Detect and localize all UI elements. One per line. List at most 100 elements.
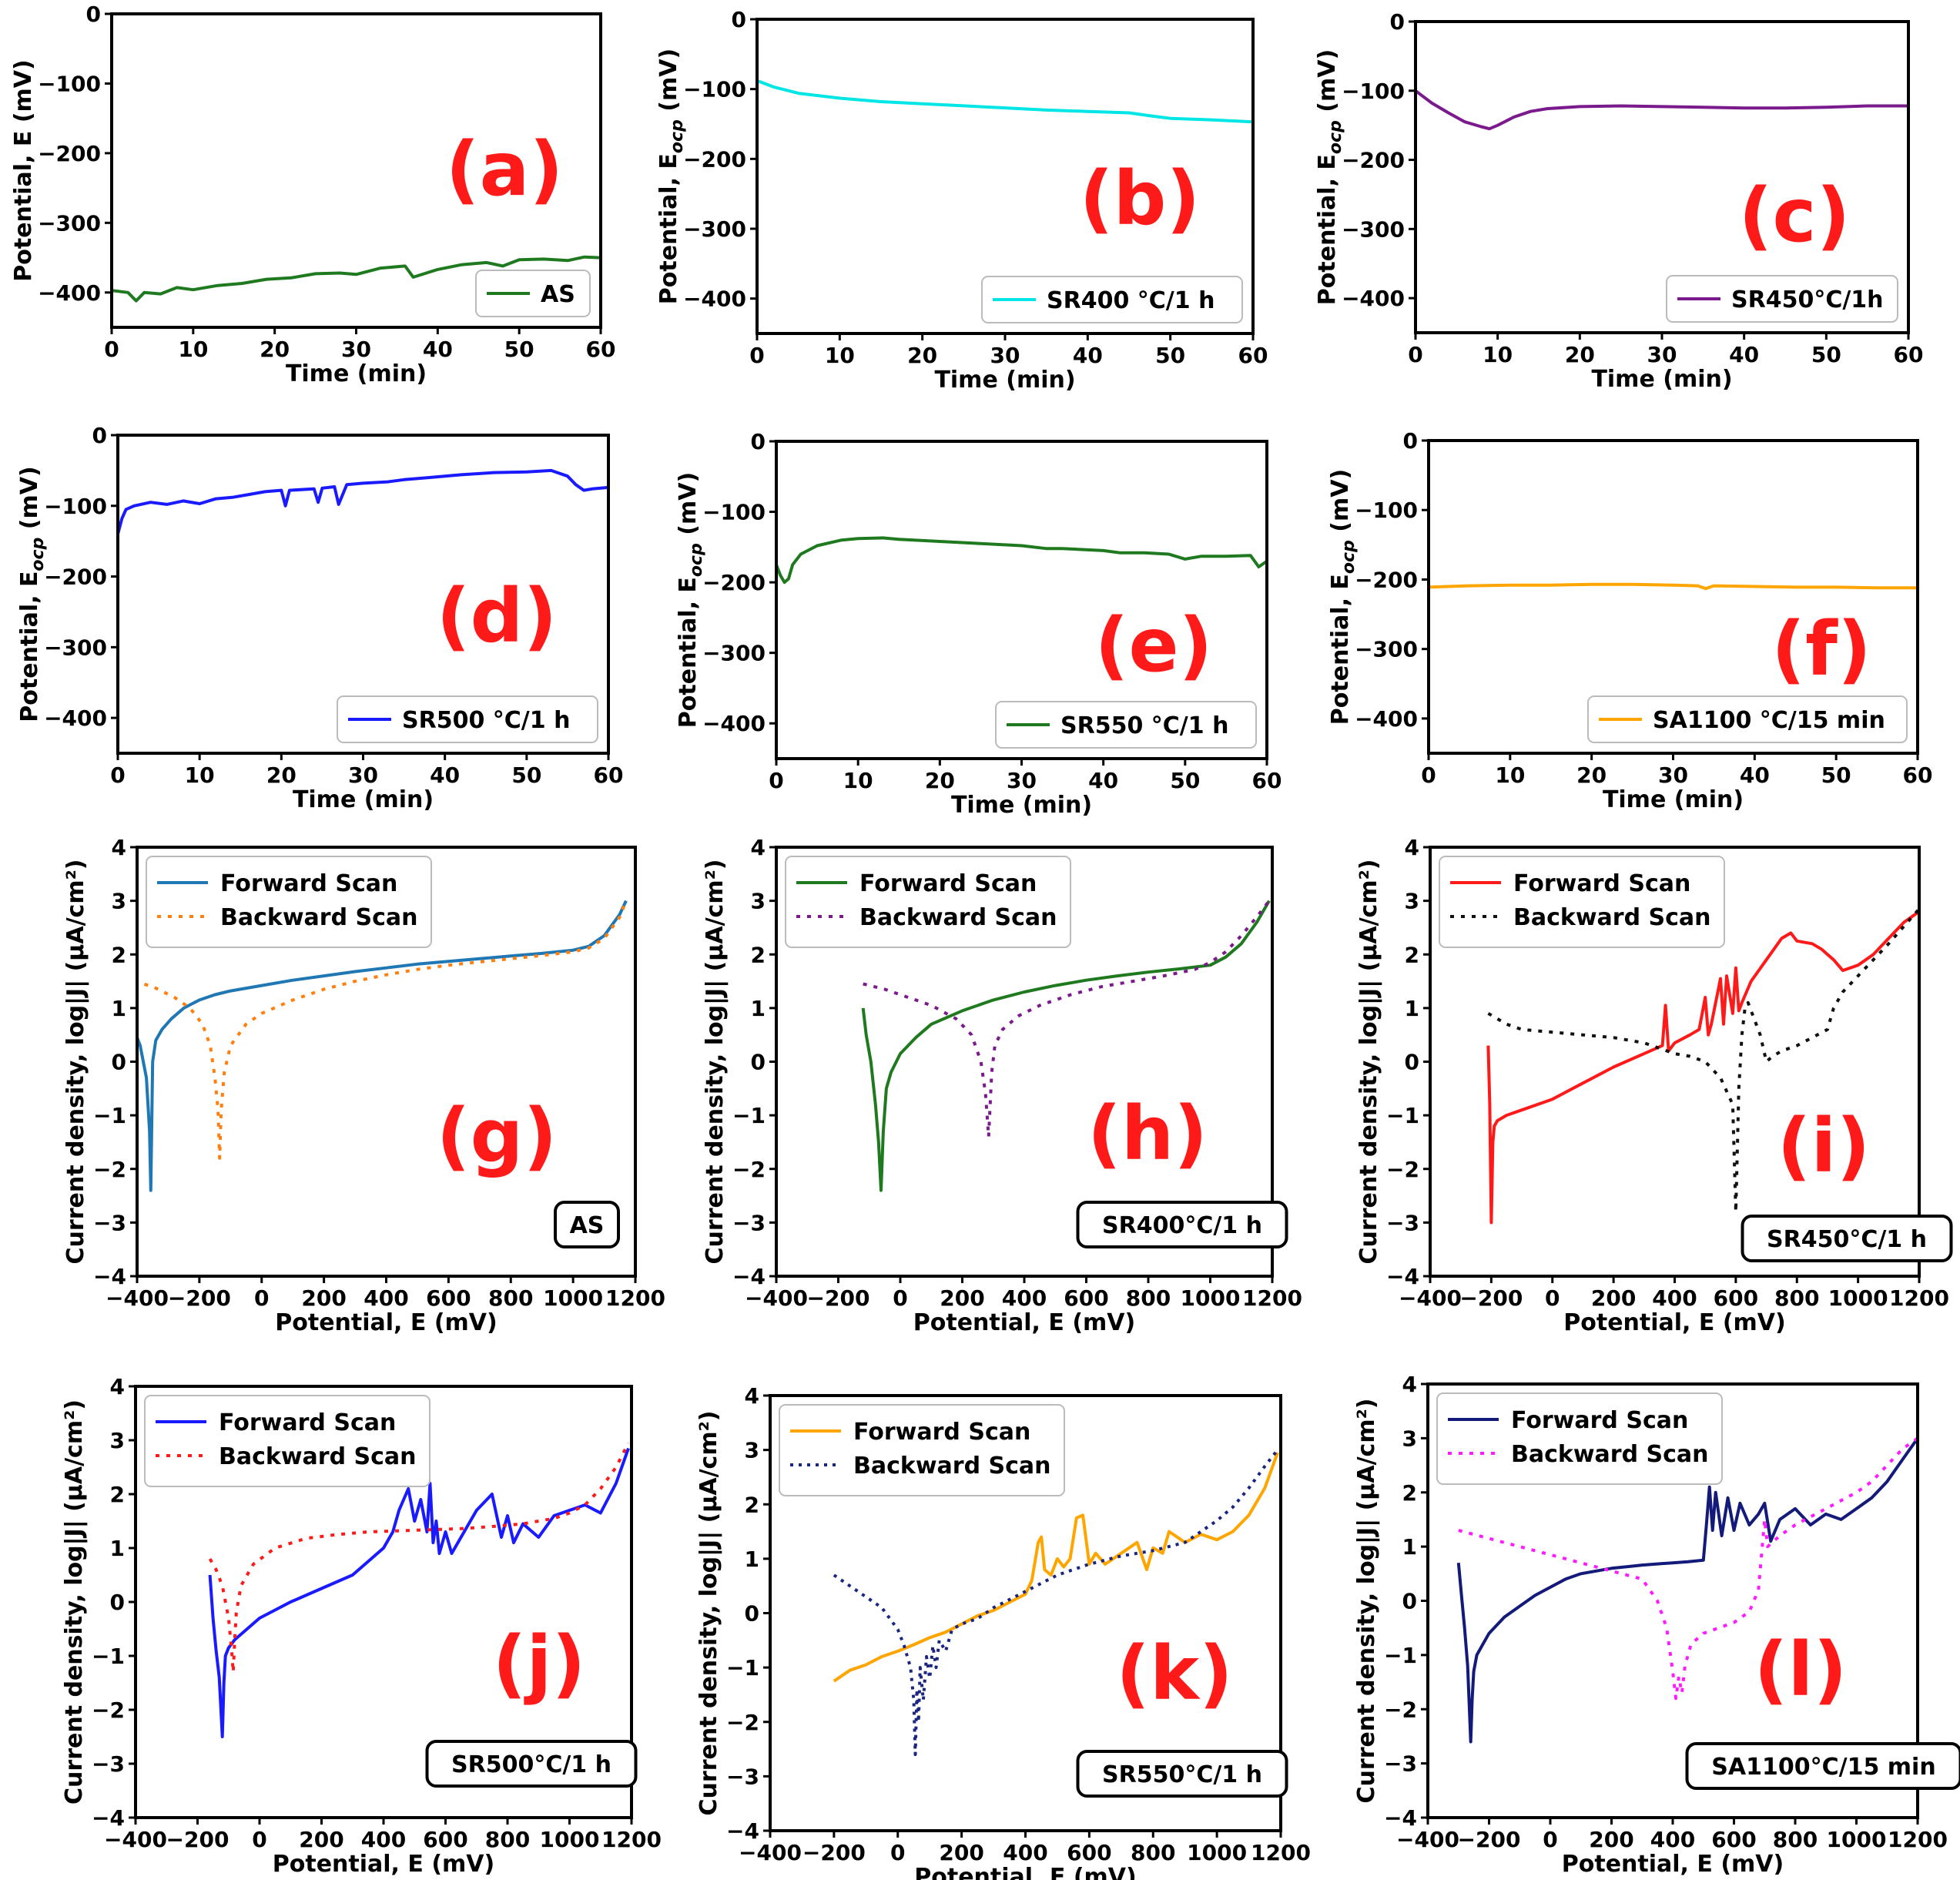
- panel-label: (i): [1777, 1103, 1871, 1189]
- y-tick-label: −3: [92, 1751, 125, 1777]
- x-tick-label: 40: [1729, 342, 1759, 367]
- sample-box: [425, 1740, 638, 1788]
- y-tick-label: 3: [110, 1428, 125, 1453]
- series-line-forward-scan: [1456, 1437, 1918, 1744]
- y-tick-label: −2: [726, 1710, 759, 1735]
- x-axis-label: Time (min): [293, 786, 434, 813]
- y-tick-label: 0: [751, 1050, 766, 1075]
- x-tick-label: 50: [511, 762, 541, 788]
- x-tick-label: 60: [594, 762, 624, 788]
- x-tick-label: 200: [299, 1827, 343, 1852]
- x-tick-label: −400: [104, 1827, 167, 1852]
- chart-panel-g: −400−200 0 200 400 600 800 1000 1200 4 3 2 1 0 −1 −2 −3…: [62, 835, 665, 1336]
- x-tick-label: 1200: [1889, 1285, 1949, 1311]
- legend-label: Forward Scan: [220, 870, 397, 897]
- legend-label: SR400 °C/1 h: [1047, 287, 1215, 314]
- x-tick-label: 50: [504, 337, 534, 362]
- panel-label: (e): [1095, 602, 1213, 689]
- legend-box: [785, 856, 1071, 948]
- legend-box: [144, 1395, 431, 1487]
- x-tick-label: −200: [166, 1827, 230, 1852]
- y-tick-label: 2: [110, 1482, 125, 1507]
- y-tick-label: 0: [1403, 428, 1418, 454]
- y-tick-label: 4: [751, 835, 766, 860]
- legend-label: SA1100 °C/15 min: [1653, 707, 1885, 734]
- y-axis-label: Current density, log|J| (μA/cm²): [1353, 1399, 1380, 1804]
- panel-label: (f): [1771, 606, 1871, 692]
- x-tick-label: 0: [749, 343, 764, 368]
- x-tick-label: 800: [1131, 1840, 1175, 1865]
- y-tick-label: 0: [92, 423, 107, 448]
- y-axis-label: Potential, Eocp (mV): [1327, 469, 1359, 725]
- panel-label: (h): [1087, 1091, 1208, 1177]
- y-tick-label: 0: [1402, 1589, 1417, 1614]
- x-tick-label: 60: [1238, 343, 1268, 368]
- y-tick-label: −300: [1355, 637, 1418, 662]
- x-tick-label: 600: [1067, 1840, 1111, 1865]
- x-tick-label: 0: [1408, 342, 1422, 367]
- x-tick-label: 30: [1647, 342, 1677, 367]
- x-axis-label: Potential, E (mV): [913, 1309, 1135, 1336]
- x-tick-label: 200: [940, 1285, 984, 1311]
- y-tick-label: 1: [110, 1536, 125, 1561]
- y-tick-label: 0: [86, 2, 101, 27]
- panel-label: (g): [437, 1093, 557, 1179]
- y-tick-label: 1: [1402, 1534, 1417, 1560]
- legend-label: Forward Scan: [1511, 1407, 1688, 1434]
- x-tick-label: 60: [1903, 762, 1933, 788]
- y-tick-label: −300: [38, 210, 101, 236]
- x-tick-label: 600: [1711, 1827, 1756, 1852]
- y-tick-label: 0: [110, 1590, 125, 1615]
- y-tick-label: 2: [1405, 942, 1419, 967]
- chart-panel-c: 0 10 20 30 40 50 60 0 −100 −200 −300 −400 Time (min)…: [1314, 9, 1923, 393]
- chart-panel-a: 0 10 20 30 40 50 60 0 −100 −200 −300 −400 Time (min)…: [10, 2, 615, 387]
- y-tick-label: −400: [702, 711, 766, 736]
- y-tick-label: 0: [745, 1601, 759, 1627]
- legend-box: [1666, 275, 1898, 323]
- x-tick-label: 10: [185, 762, 215, 788]
- series-line-sa1100-c-15-min: [1429, 582, 1918, 591]
- y-axis-label: Current density, log|J| (μA/cm²): [695, 1411, 722, 1816]
- series-line-backward-scan: [208, 1442, 630, 1674]
- series-line-backward-scan: [137, 900, 628, 1160]
- y-tick-label: −200: [1342, 148, 1405, 173]
- chart-panel-f: 0 10 20 30 40 50 60 0 −100 −200 −300 −400 Time (min)…: [1327, 428, 1932, 813]
- x-axis-label: Potential, E (mV): [914, 1864, 1136, 1880]
- x-tick-label: 1000: [1827, 1827, 1887, 1852]
- x-axis-label: Potential, E (mV): [1563, 1309, 1785, 1336]
- x-tick-label: 10: [1495, 762, 1525, 788]
- sample-box-label: SR500°C/1 h: [451, 1751, 611, 1778]
- y-tick-label: 4: [110, 1374, 125, 1399]
- sample-box-label: SA1100°C/15 min: [1711, 1754, 1935, 1781]
- x-tick-label: 40: [1740, 762, 1770, 788]
- sample-box: [1076, 1750, 1288, 1798]
- legend-box: [337, 695, 598, 743]
- y-tick-label: 2: [112, 942, 126, 967]
- series-line-forward-scan: [208, 1447, 630, 1738]
- chart-panel-d: 0 10 20 30 40 50 60 0 −100 −200 −300 −400 Time (min)…: [16, 423, 623, 813]
- series-line-forward-scan: [137, 900, 628, 1192]
- y-tick-label: −400: [1355, 706, 1418, 732]
- x-tick-label: 1000: [540, 1827, 600, 1852]
- y-tick-label: −2: [92, 1697, 125, 1723]
- y-tick-label: −300: [702, 641, 766, 666]
- x-tick-label: 400: [1652, 1285, 1697, 1311]
- y-tick-label: −400: [38, 280, 101, 306]
- panel-label: (l): [1754, 1627, 1848, 1713]
- x-tick-label: 50: [1821, 762, 1851, 788]
- sample-box: [554, 1201, 620, 1248]
- y-tick-label: −100: [702, 500, 766, 525]
- panel-label: (b): [1080, 156, 1200, 242]
- x-tick-label: 10: [843, 768, 873, 793]
- y-tick-label: −200: [1355, 567, 1418, 592]
- legend-box: [995, 701, 1257, 749]
- x-tick-label: 800: [1774, 1285, 1819, 1311]
- x-tick-label: 30: [1007, 768, 1037, 793]
- x-axis-label: Potential, E (mV): [273, 1851, 494, 1878]
- series-line-forward-scan: [861, 900, 1271, 1192]
- y-tick-label: −4: [1384, 1805, 1417, 1831]
- y-tick-label: −2: [732, 1157, 766, 1182]
- x-tick-label: 0: [104, 337, 119, 362]
- y-tick-label: −100: [683, 77, 746, 102]
